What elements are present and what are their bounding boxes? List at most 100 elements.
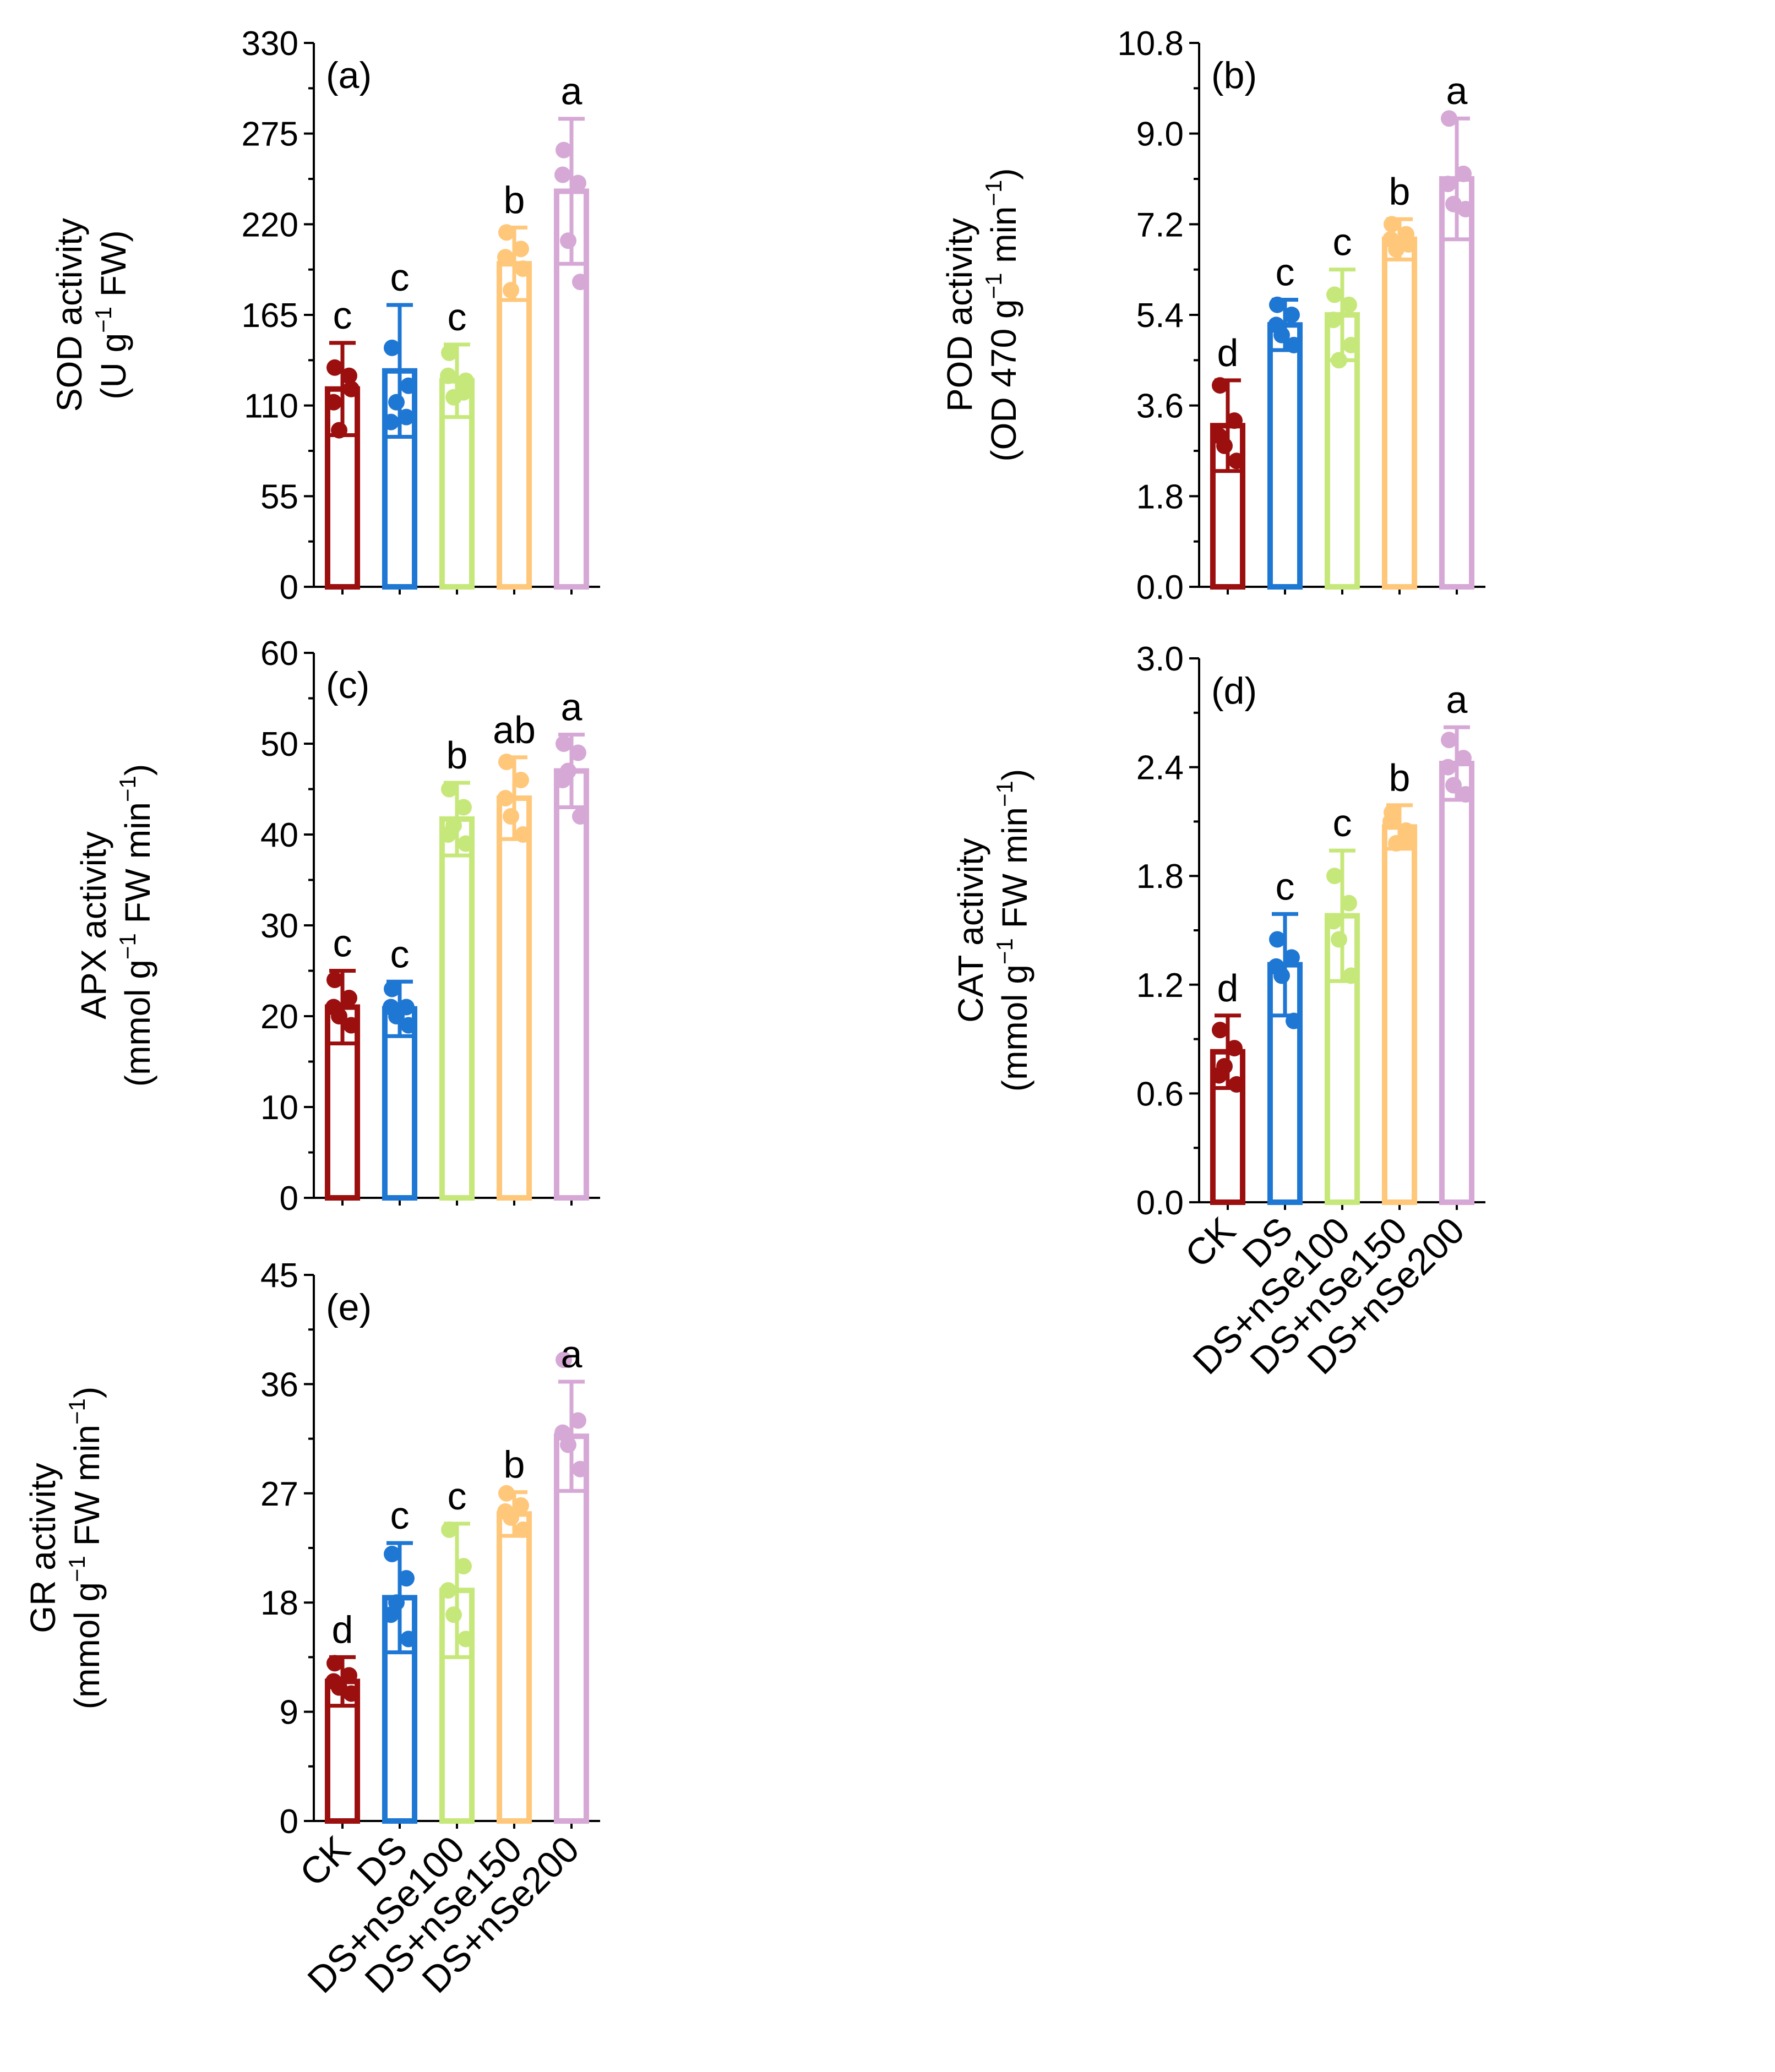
data-point — [326, 972, 343, 988]
panel-label: (a) — [326, 54, 372, 96]
y-tick-label: 0 — [280, 1803, 298, 1841]
data-point — [384, 1546, 400, 1563]
panel-d: 0.0 0.6 1.2 1.8 2.4 3.0 (d) CAT activity(mmol g… — [951, 640, 1485, 1382]
y-tick-label: 165 — [242, 297, 298, 335]
data-point — [1331, 931, 1347, 948]
y-axis-label: SOD activity (U g−1 FW) — [50, 218, 133, 412]
panel-label: (d) — [1211, 670, 1257, 712]
significance-letter: a — [561, 70, 582, 113]
bar-ds-nse150 — [496, 1511, 532, 1824]
bar-ds-nse100 — [439, 816, 475, 1201]
significance-letter: c — [448, 1475, 467, 1518]
significance-letter: b — [504, 178, 525, 221]
y-tick-label: 275 — [242, 116, 298, 154]
y-axis-label: GR activity(mmol g−1 FW min−1) — [23, 1387, 107, 1709]
data-point — [513, 772, 529, 788]
data-point — [1326, 286, 1343, 303]
y-tick-label: 1.8 — [1136, 478, 1184, 516]
data-point — [343, 380, 360, 397]
data-point — [1441, 732, 1457, 749]
y-tick-label: 20 — [260, 998, 298, 1036]
significance-letter: c — [448, 296, 467, 339]
data-point — [570, 175, 586, 192]
significance-letter: c — [390, 933, 410, 975]
data-point — [441, 1521, 458, 1538]
data-point — [1382, 231, 1399, 248]
data-point — [1455, 750, 1472, 767]
data-point — [341, 990, 357, 1006]
y-axis-label-line1: SOD activity — [50, 218, 89, 412]
y-tick-label: 60 — [260, 635, 298, 673]
data-point — [1269, 931, 1286, 948]
panel-a: 0 55 110 165 220 275 330 (a) SOD activity (U g−1 … — [50, 25, 600, 607]
data-point — [400, 377, 417, 394]
y-tick-label: 40 — [260, 816, 298, 854]
data-point — [400, 1631, 417, 1648]
data-point — [1382, 813, 1399, 830]
significance-letter: c — [1333, 801, 1352, 844]
data-point — [458, 372, 474, 389]
data-point — [326, 359, 343, 376]
data-point — [560, 232, 576, 249]
data-point — [1226, 412, 1243, 429]
bar-ds-nse150 — [1381, 824, 1418, 1205]
data-point — [570, 1412, 586, 1429]
y-tick-label: 3.6 — [1136, 388, 1184, 426]
significance-letter: c — [390, 256, 410, 299]
bar-ds-nse200 — [553, 1433, 590, 1824]
data-point — [497, 790, 514, 806]
data-point — [383, 1606, 399, 1623]
y-tick-label: 18 — [260, 1584, 298, 1622]
data-point — [498, 754, 515, 770]
data-point — [325, 394, 342, 411]
panel-e: 0 9 18 27 36 45 (e) GR activity(mmol g−1 FW min… — [23, 1257, 600, 2001]
data-point — [1286, 336, 1302, 353]
panel-b: 0.0 1.8 3.6 5.4 7.2 9.0 10.8 (b) POD activity (OD… — [940, 25, 1485, 607]
data-point — [570, 744, 586, 761]
data-point — [1212, 1022, 1228, 1039]
bar-ds-nse150 — [496, 795, 532, 1201]
data-point — [554, 1424, 571, 1441]
y-tick-label: 0.0 — [1136, 569, 1184, 607]
y-axis-label-line1: POD activity — [940, 218, 979, 412]
bar-ds-nse150 — [496, 261, 532, 590]
data-point — [440, 367, 456, 384]
data-point — [445, 1606, 462, 1623]
y-tick-label: 0 — [280, 569, 298, 607]
y-axis-label-line2: (mmol g−1 FW min−1) — [115, 764, 157, 1087]
data-point — [441, 344, 458, 361]
data-point — [440, 826, 456, 843]
y-tick-label: 10.8 — [1117, 25, 1184, 63]
data-point — [1268, 958, 1284, 975]
y-axis-label: APX activity(mmol g−1 FW min−1) — [74, 764, 157, 1087]
data-point — [1384, 216, 1400, 233]
data-point — [1283, 949, 1300, 966]
y-axis-label-line2: (mmol g−1 FW min−1) — [64, 1387, 107, 1709]
data-point — [572, 274, 589, 291]
data-point — [515, 1521, 531, 1538]
significance-letter: a — [561, 686, 582, 729]
data-point — [1269, 296, 1286, 313]
data-point — [1440, 176, 1456, 193]
data-point — [331, 422, 347, 439]
y-tick-label: 55 — [260, 478, 298, 516]
data-point — [325, 1673, 342, 1690]
panel-c: 0 10 20 30 40 50 60 (c) APX activity(mmol g−1 FW… — [74, 635, 600, 1218]
data-point — [343, 1685, 360, 1702]
data-point — [1228, 452, 1245, 470]
bar-ds — [1267, 322, 1303, 590]
data-point — [1440, 759, 1456, 776]
y-axis-label: CAT activity(mmol g−1 FW min−1) — [951, 769, 1034, 1092]
data-point — [556, 1351, 572, 1368]
data-point — [1441, 110, 1457, 127]
data-point — [1326, 868, 1343, 885]
y-tick-label: 50 — [260, 726, 298, 764]
significance-letter: d — [1217, 967, 1239, 1010]
y-tick-label: 10 — [260, 1089, 298, 1127]
data-point — [1455, 165, 1472, 182]
data-point — [326, 1655, 343, 1672]
y-tick-label: 2.4 — [1136, 749, 1184, 787]
data-point — [1341, 895, 1357, 912]
x-tick-label: CK — [292, 1828, 358, 1895]
bar-ds-nse200 — [1439, 761, 1475, 1205]
